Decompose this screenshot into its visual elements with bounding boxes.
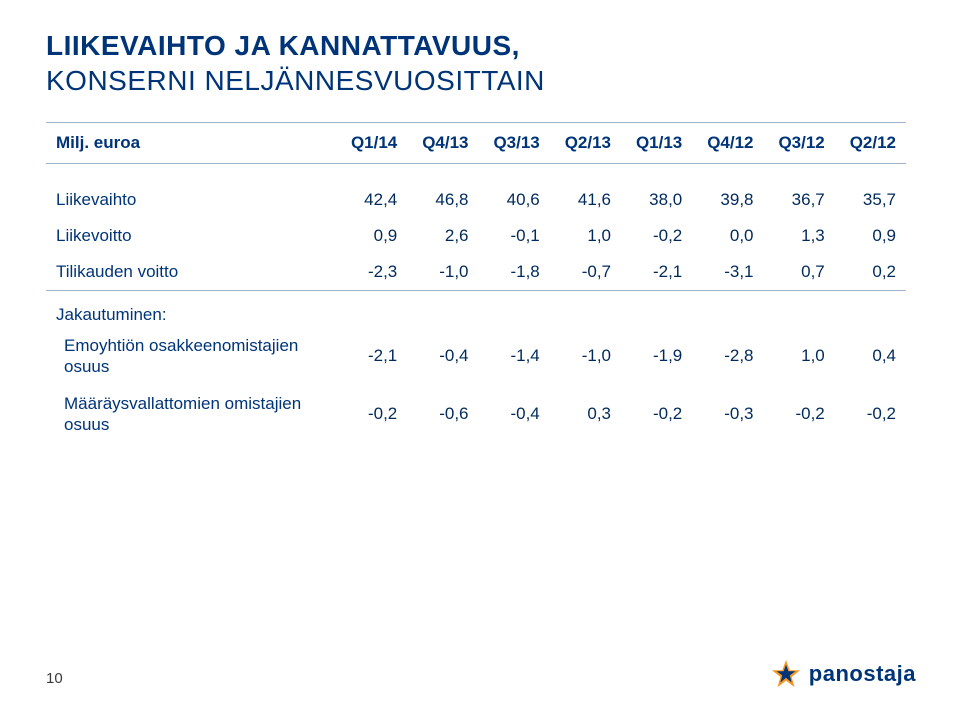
col-header: Q2/13 xyxy=(550,123,621,164)
row-label: Tilikauden voitto xyxy=(46,254,336,291)
brand-logo: panostaja xyxy=(771,659,916,689)
cell: -1,0 xyxy=(407,254,478,291)
cell: -1,4 xyxy=(479,327,550,386)
cell: 35,7 xyxy=(835,182,906,218)
row-label: Liikevoitto xyxy=(46,218,336,254)
cell: 1,0 xyxy=(764,327,835,386)
cell: 1,0 xyxy=(550,218,621,254)
cell: -0,4 xyxy=(407,327,478,386)
cell: 38,0 xyxy=(621,182,692,218)
cell: -1,8 xyxy=(479,254,550,291)
cell: 0,0 xyxy=(692,218,763,254)
cell: -3,1 xyxy=(692,254,763,291)
cell: -2,3 xyxy=(336,254,407,291)
cell: -1,9 xyxy=(621,327,692,386)
cell: -0,7 xyxy=(550,254,621,291)
col-header: Q1/13 xyxy=(621,123,692,164)
cell: 46,8 xyxy=(407,182,478,218)
col-header: Q3/12 xyxy=(764,123,835,164)
col-header: Q2/12 xyxy=(835,123,906,164)
table-row: Emoyhtiön osakkeenomistajien osuus -2,1 … xyxy=(46,327,906,386)
cell: 36,7 xyxy=(764,182,835,218)
cell: -0,2 xyxy=(835,385,906,444)
slide-page: LIIKEVAIHTO JA KANNATTAVUUS, KONSERNI NE… xyxy=(0,0,960,709)
cell: 2,6 xyxy=(407,218,478,254)
cell: 0,2 xyxy=(835,254,906,291)
col-header: Q3/13 xyxy=(479,123,550,164)
cell: -0,1 xyxy=(479,218,550,254)
table-section-2: Jakautuminen: Emoyhtiön osakkeenomistaji… xyxy=(46,290,906,444)
data-table-wrap: Milj. euroa Q1/14 Q4/13 Q3/13 Q2/13 Q1/1… xyxy=(46,122,914,444)
cell: 0,4 xyxy=(835,327,906,386)
cell: -0,2 xyxy=(764,385,835,444)
table-row: Liikevaihto 42,4 46,8 40,6 41,6 38,0 39,… xyxy=(46,182,906,218)
star-icon xyxy=(771,659,801,689)
cell: 0,3 xyxy=(550,385,621,444)
cell: -2,1 xyxy=(621,254,692,291)
table-row: Määräysvallattomien omistajien osuus -0,… xyxy=(46,385,906,444)
row-label: Liikevaihto xyxy=(46,182,336,218)
col-header: Q4/12 xyxy=(692,123,763,164)
cell: 40,6 xyxy=(479,182,550,218)
cell: 0,9 xyxy=(835,218,906,254)
table-section-1: Liikevaihto 42,4 46,8 40,6 41,6 38,0 39,… xyxy=(46,164,906,291)
data-table: Milj. euroa Q1/14 Q4/13 Q3/13 Q2/13 Q1/1… xyxy=(46,122,906,444)
cell: 1,3 xyxy=(764,218,835,254)
cell: -2,8 xyxy=(692,327,763,386)
col-header: Q4/13 xyxy=(407,123,478,164)
cell: -0,3 xyxy=(692,385,763,444)
table-row: Tilikauden voitto -2,3 -1,0 -1,8 -0,7 -2… xyxy=(46,254,906,291)
cell: -0,2 xyxy=(621,385,692,444)
cell: -0,2 xyxy=(621,218,692,254)
slide-title-line2: KONSERNI NELJÄNNESVUOSITTAIN xyxy=(46,63,914,98)
cell: 42,4 xyxy=(336,182,407,218)
table-header-label: Milj. euroa xyxy=(46,123,336,164)
cell: -2,1 xyxy=(336,327,407,386)
cell: 41,6 xyxy=(550,182,621,218)
logo-text: panostaja xyxy=(809,661,916,687)
col-header: Q1/14 xyxy=(336,123,407,164)
cell: -1,0 xyxy=(550,327,621,386)
table-row: Liikevoitto 0,9 2,6 -0,1 1,0 -0,2 0,0 1,… xyxy=(46,218,906,254)
table-header-row: Milj. euroa Q1/14 Q4/13 Q3/13 Q2/13 Q1/1… xyxy=(46,123,906,164)
section-label-row: Jakautuminen: xyxy=(46,290,906,327)
cell: 0,7 xyxy=(764,254,835,291)
page-number: 10 xyxy=(46,670,63,687)
cell: 39,8 xyxy=(692,182,763,218)
cell: -0,6 xyxy=(407,385,478,444)
slide-title-line1: LIIKEVAIHTO JA KANNATTAVUUS, xyxy=(46,28,914,63)
row-label: Emoyhtiön osakkeenomistajien osuus xyxy=(46,327,336,386)
cell: 0,9 xyxy=(336,218,407,254)
section-label: Jakautuminen: xyxy=(46,290,906,327)
cell: -0,2 xyxy=(336,385,407,444)
cell: -0,4 xyxy=(479,385,550,444)
row-label: Määräysvallattomien omistajien osuus xyxy=(46,385,336,444)
